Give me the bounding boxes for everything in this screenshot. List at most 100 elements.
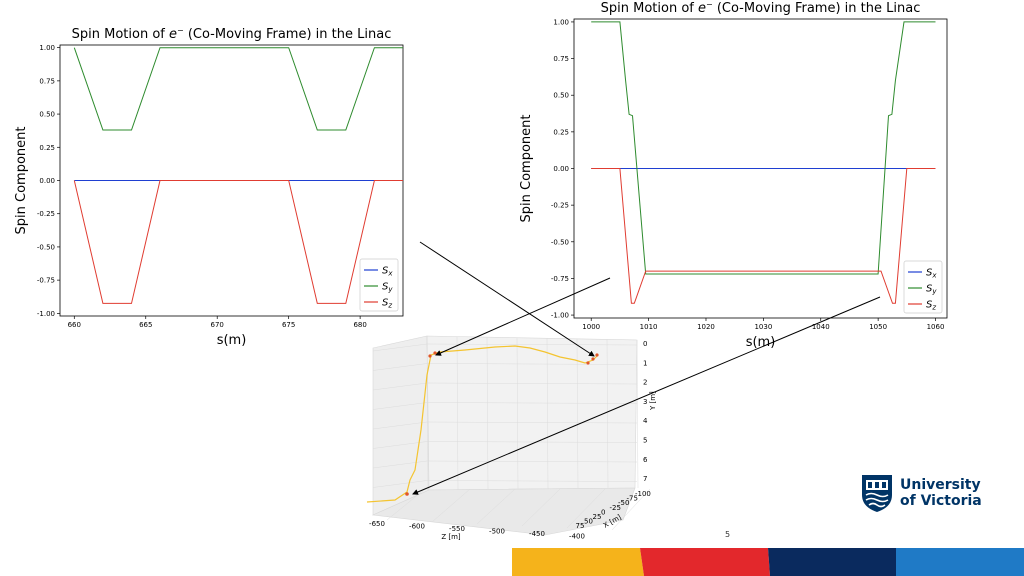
grid-line bbox=[431, 488, 471, 523]
spin-chart-right: Spin Motion of e− (Co-Moving Frame) in t… bbox=[519, 0, 948, 350]
legend-name: S bbox=[382, 282, 389, 293]
grid-line bbox=[426, 363, 638, 365]
y-tick-label-3d: 1 bbox=[643, 359, 647, 367]
grid-line bbox=[372, 460, 428, 469]
title-suffix: (Co-Moving Frame) in the Linac bbox=[713, 1, 921, 16]
grid-line bbox=[521, 488, 561, 527]
stripe-navy bbox=[768, 548, 896, 576]
x-tick-label: 1000 bbox=[582, 323, 600, 331]
grid-line bbox=[546, 338, 549, 489]
legend-name: S bbox=[382, 266, 389, 277]
legend-label: Sz bbox=[382, 298, 392, 310]
y-axis-label: Spin Component bbox=[14, 127, 29, 235]
x-tick-label-3d: -600 bbox=[409, 523, 425, 531]
series-line-sy bbox=[73, 47, 403, 131]
x-axis-label: s(m) bbox=[217, 333, 247, 348]
grid-line bbox=[426, 480, 638, 482]
y-tick-label: 0.25 bbox=[39, 144, 55, 152]
x-tick-label: 1010 bbox=[640, 323, 658, 331]
grid-line bbox=[566, 488, 606, 529]
x-tick-label: 1040 bbox=[812, 323, 830, 331]
y-tick-label: 0.75 bbox=[39, 77, 55, 85]
z-axis-label-3d: Y [m] bbox=[649, 391, 657, 411]
legend-name: S bbox=[926, 300, 933, 311]
legend-label: Sx bbox=[926, 268, 937, 280]
x-tick-label: 670 bbox=[211, 321, 224, 329]
y-tick-label: -0.25 bbox=[551, 202, 569, 210]
logo-line-2: of Victoria bbox=[900, 493, 982, 509]
y-tick-label-3d-depth: 75 bbox=[576, 522, 585, 530]
series-line-sz bbox=[591, 168, 936, 304]
arrow-left-chart bbox=[419, 241, 595, 357]
x-tick-label-3d: -650 bbox=[369, 520, 385, 528]
y-tick-label-3d: 3 bbox=[643, 398, 647, 406]
x-tick-label-3d: -500 bbox=[489, 528, 505, 536]
grid-line bbox=[372, 363, 428, 371]
grid-line bbox=[426, 441, 638, 443]
grid-line bbox=[486, 337, 489, 490]
legend-subscript: z bbox=[387, 302, 392, 310]
y-tick-label-3d-depth: -50 bbox=[618, 499, 629, 507]
chart-title: Spin Motion of e− (Co-Moving Frame) in t… bbox=[601, 0, 921, 16]
y-tick-label: -0.75 bbox=[37, 277, 55, 285]
grid-line bbox=[516, 337, 519, 490]
slide-number: 5 bbox=[725, 530, 731, 539]
grid-lines bbox=[372, 335, 651, 531]
x-axis-label-3d: Z [m] bbox=[441, 533, 461, 541]
y-tick-label-3d: 2 bbox=[643, 379, 647, 387]
y-tick-label: -1.00 bbox=[37, 310, 55, 318]
y-tick-label-3d-depth: 50 bbox=[584, 518, 593, 526]
x-tick-label-3d: -450 bbox=[529, 530, 545, 538]
x-tick-label: 1030 bbox=[754, 323, 772, 331]
y-tick-label: -0.50 bbox=[37, 243, 55, 251]
y-tick-label: 0.75 bbox=[553, 55, 569, 63]
y-tick-label: 0.50 bbox=[39, 111, 55, 119]
x-tick-label-3d: -550 bbox=[449, 525, 465, 533]
x-tick-label: 1020 bbox=[697, 323, 715, 331]
legend-name: S bbox=[382, 298, 389, 309]
x-tick-label: 680 bbox=[353, 321, 366, 329]
grid-line bbox=[426, 421, 638, 424]
x-tick-label: 665 bbox=[139, 321, 152, 329]
legend-label: Sy bbox=[382, 282, 393, 294]
legend-subscript: y bbox=[931, 288, 937, 296]
legend-label: Sz bbox=[926, 300, 936, 312]
y-tick-label: -0.25 bbox=[37, 210, 55, 218]
grid-line bbox=[611, 488, 651, 531]
grid-line bbox=[426, 382, 638, 385]
legend-subscript: x bbox=[931, 272, 937, 280]
grid-line bbox=[576, 338, 579, 489]
title-particle: e bbox=[698, 1, 706, 16]
logo-text: University of Victoria bbox=[900, 477, 982, 509]
y-tick-label-3d: 5 bbox=[643, 437, 647, 445]
footer-stripes bbox=[512, 548, 1024, 576]
y-tick-label-3d: 0 bbox=[643, 340, 647, 348]
arrow-right-chart-bottom bbox=[412, 296, 881, 495]
legend-subscript: x bbox=[387, 270, 393, 278]
chart-title: Spin Motion of e− (Co-Moving Frame) in t… bbox=[72, 26, 392, 42]
grid-line bbox=[476, 488, 516, 525]
trajectory-markers bbox=[405, 351, 599, 496]
series-line-sz bbox=[73, 180, 403, 304]
title-prefix: Spin Motion of bbox=[72, 27, 169, 42]
title-superscript: − bbox=[706, 0, 713, 9]
y-tick-label: 0.25 bbox=[553, 128, 569, 136]
grid-line bbox=[426, 335, 429, 491]
y-tick-label: 0.00 bbox=[39, 177, 55, 185]
logo-line-1: University bbox=[900, 477, 981, 493]
y-tick-label-3d: 6 bbox=[643, 456, 648, 464]
grid-line bbox=[372, 421, 428, 430]
title-particle: e bbox=[169, 27, 177, 42]
y-tick-label: 0.00 bbox=[553, 165, 569, 173]
legend-subscript: z bbox=[931, 304, 936, 312]
legend-box bbox=[359, 258, 399, 312]
legend-subscript: y bbox=[387, 286, 393, 294]
legend-label: Sx bbox=[382, 266, 393, 278]
grid-line bbox=[636, 339, 639, 489]
stripe-red bbox=[640, 548, 770, 576]
y-tick-label-3d: 4 bbox=[643, 417, 648, 425]
y-tick-label-3d-depth: -75 bbox=[627, 495, 638, 503]
legend-box bbox=[903, 260, 943, 314]
